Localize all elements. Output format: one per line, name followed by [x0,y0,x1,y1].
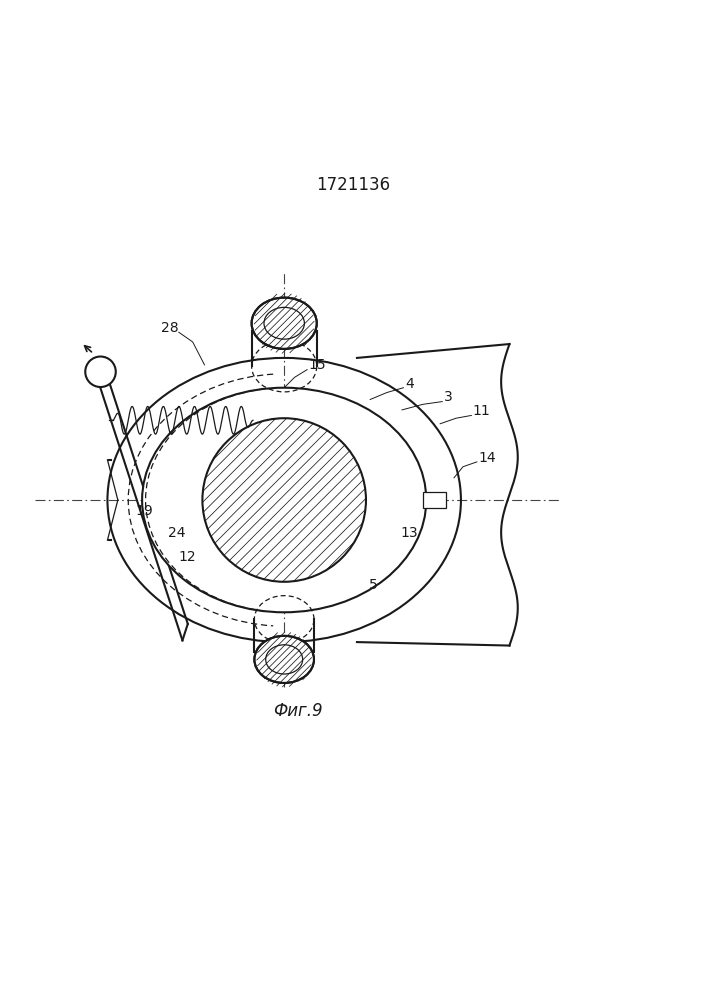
Ellipse shape [142,388,426,612]
Text: 4: 4 [406,377,414,391]
Text: 5: 5 [369,578,378,592]
Text: 12: 12 [179,550,197,564]
Text: 1721136: 1721136 [317,176,390,194]
Text: 14: 14 [478,451,496,465]
Ellipse shape [252,298,317,349]
Text: 13: 13 [401,526,419,540]
Text: 3: 3 [443,390,452,404]
Text: 28: 28 [160,321,178,335]
Bar [423,492,445,508]
Text: 15: 15 [308,358,326,372]
Ellipse shape [255,636,314,683]
Circle shape [86,357,116,387]
Text: 11: 11 [473,404,491,418]
Text: 19: 19 [135,504,153,518]
Text: Фиг.9: Фиг.9 [273,702,323,720]
Text: 24: 24 [168,526,185,540]
Circle shape [202,418,366,582]
